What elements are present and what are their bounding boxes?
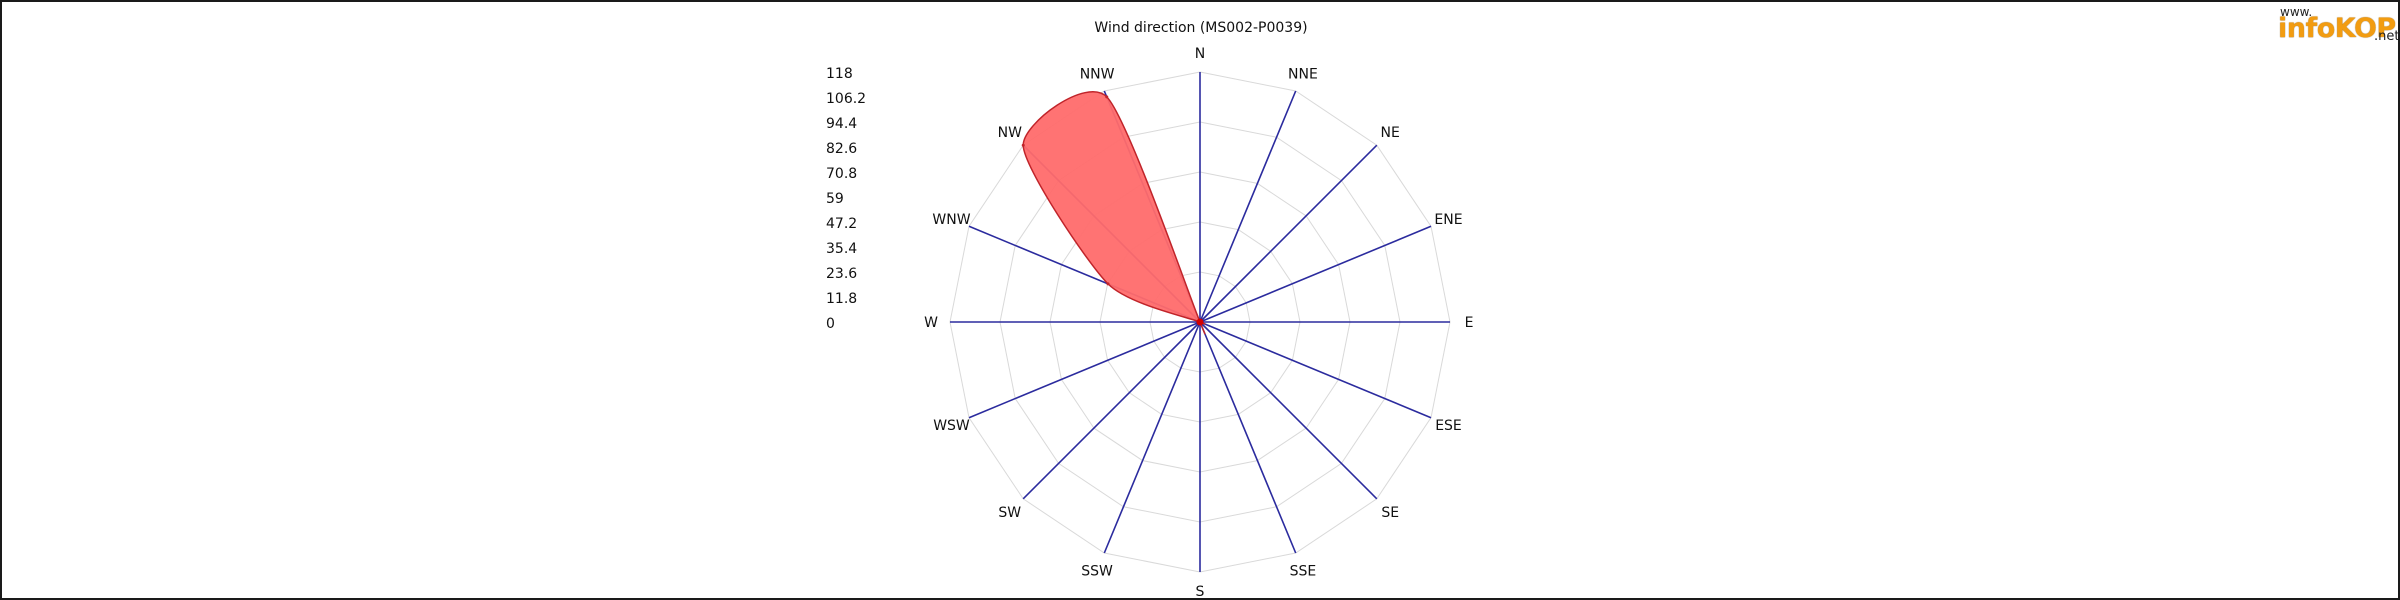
direction-label-ne: NE xyxy=(1381,125,1400,141)
scale-label: 106.2 xyxy=(826,91,866,107)
direction-label-n: N xyxy=(1195,46,1205,62)
direction-label-sse: SSE xyxy=(1290,564,1317,580)
logo-tld: .net xyxy=(2374,29,2400,44)
direction-label-e: E xyxy=(1465,315,1474,331)
spoke-ssw xyxy=(1103,321,1201,554)
direction-label-nnw: NNW xyxy=(1080,67,1115,83)
scale-label: 47.2 xyxy=(826,216,857,232)
direction-label-ene: ENE xyxy=(1434,212,1462,228)
scale-label: 35.4 xyxy=(826,241,857,257)
center-point xyxy=(1196,318,1204,326)
scale-label: 23.6 xyxy=(826,266,857,282)
spoke-sse xyxy=(1199,321,1297,554)
logo-www: www. xyxy=(2280,5,2313,19)
spoke-ese xyxy=(1199,321,1432,419)
spoke-nne xyxy=(1199,90,1297,323)
scale-label: 94.4 xyxy=(826,116,857,132)
spoke-ene xyxy=(1199,225,1432,323)
data-point-nw xyxy=(1021,143,1025,147)
direction-label-nw: NW xyxy=(998,125,1022,141)
direction-label-nne: NNE xyxy=(1288,67,1318,83)
scale-label: 82.6 xyxy=(826,141,857,157)
spoke-ne xyxy=(1199,144,1378,323)
infokop-logo: www. infoKOP .net xyxy=(2234,3,2398,53)
spoke-wsw xyxy=(968,321,1201,419)
spoke-sw xyxy=(1022,321,1201,500)
direction-label-sw: SW xyxy=(998,505,1021,521)
data-point-nnw xyxy=(1105,95,1109,99)
chart-title: Wind direction (MS002-P0039) xyxy=(1094,20,1307,36)
scale-label: 0 xyxy=(826,316,835,332)
direction-label-se: SE xyxy=(1381,505,1399,521)
scale-label: 59 xyxy=(826,191,844,207)
direction-label-ese: ESE xyxy=(1435,418,1462,434)
data-point-wnw xyxy=(1106,282,1110,286)
direction-labels: N NNE NE ENE E ESE SE SSE S SSW SW WSW W WNW NW NNW xyxy=(924,46,1473,598)
direction-label-wnw: WNW xyxy=(932,212,970,228)
scale-label: 70.8 xyxy=(826,166,857,182)
direction-label-s: S xyxy=(1196,584,1205,598)
logo-name: infoKOP xyxy=(2278,13,2396,44)
scale-labels: 118 106.2 94.4 82.6 70.8 59 47.2 35.4 23.6 11.8 0 xyxy=(826,66,866,332)
wind-series-area xyxy=(1022,91,1206,335)
scale-label: 11.8 xyxy=(826,291,857,307)
direction-spokes xyxy=(950,72,1450,572)
direction-label-w: W xyxy=(924,315,938,331)
spoke-se xyxy=(1199,321,1378,500)
direction-label-ssw: SSW xyxy=(1081,564,1113,580)
direction-label-wsw: WSW xyxy=(933,418,970,434)
series-layer xyxy=(1021,91,1206,335)
scale-label: 118 xyxy=(826,66,853,82)
